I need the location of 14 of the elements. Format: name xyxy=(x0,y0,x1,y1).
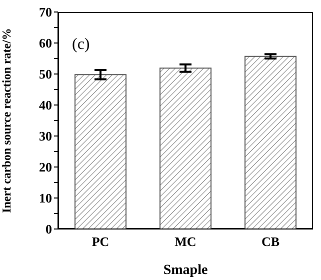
y-tick-label: 0 xyxy=(46,222,52,237)
y-tick-label: 50 xyxy=(39,66,52,82)
y-tick-label: 40 xyxy=(39,98,52,113)
annotation: (c) xyxy=(72,36,90,54)
x-axis-title: Smaple xyxy=(163,263,208,278)
y-axis-title: Inert carbon source reaction rate/% xyxy=(0,28,14,213)
y-tick-label: 60 xyxy=(39,36,52,51)
y-tick-label: 30 xyxy=(39,128,52,144)
y-tick-label: 70 xyxy=(39,4,52,20)
y-tick-label: 10 xyxy=(39,190,52,206)
x-tick-label: MC xyxy=(174,234,196,250)
x-tick-label: PC xyxy=(92,234,110,250)
y-tick-label: 20 xyxy=(39,160,52,175)
x-tick-label: CB xyxy=(261,234,280,250)
